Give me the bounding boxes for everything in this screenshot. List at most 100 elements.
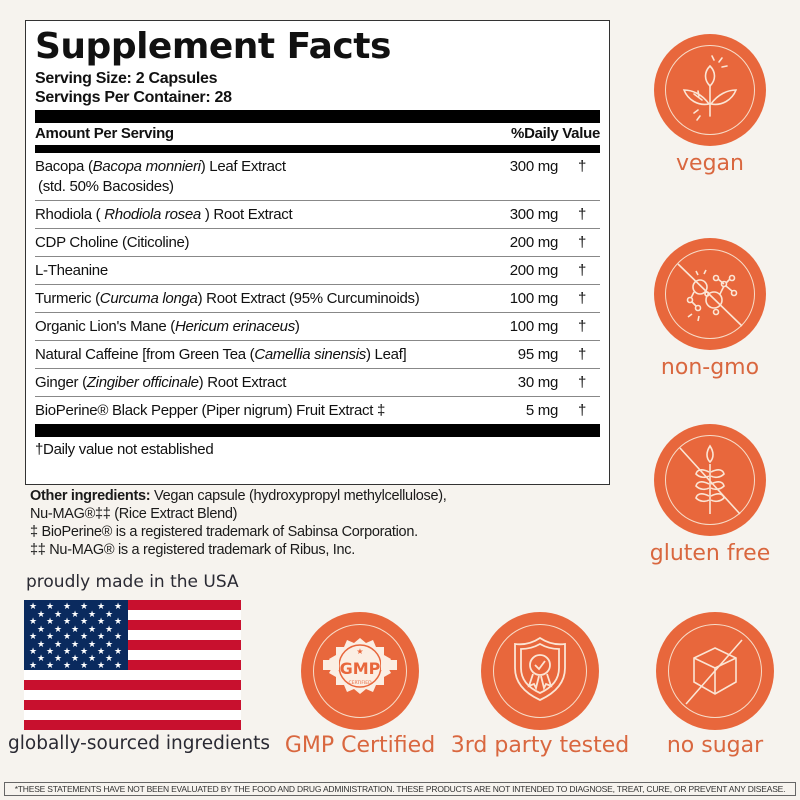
molecule-crossed-icon [677,263,743,327]
divider-medium [35,145,600,153]
wheat-crossed-icon [679,444,741,515]
svg-text:★: ★ [88,610,96,620]
svg-text:★: ★ [29,647,37,657]
svg-text:★: ★ [114,661,122,671]
svg-text:★: ★ [46,632,54,642]
svg-text:★: ★ [29,632,37,642]
svg-text:★: ★ [63,602,71,612]
no-sugar-label: no sugar [666,733,764,758]
other-ingredients-label: Other ingredients: [30,488,151,504]
other-ingredients: Other ingredients: Vegan capsule (hydrox… [30,487,600,559]
ingredient-dv: † [577,290,587,307]
svg-text:★: ★ [105,654,113,664]
svg-text:★: ★ [37,654,45,664]
svg-text:★: ★ [97,602,105,612]
svg-text:★: ★ [46,602,54,612]
ingredient-row: CDP Choline (Citicoline) 200 mg † [35,229,600,257]
svg-text:GMP: GMP [340,659,381,678]
svg-text:★: ★ [37,610,45,620]
ingredient-row: Turmeric (Curcuma longa) Root Extract (9… [35,285,600,313]
svg-text:★: ★ [105,640,113,650]
svg-text:★: ★ [88,640,96,650]
ingredient-row: Ginger (Zingiber officinale) Root Extrac… [35,369,600,397]
svg-text:★: ★ [29,661,37,671]
ingredient-name: Bacopa (Bacopa monnieri) Leaf Extract (s… [35,157,478,197]
svg-text:★: ★ [80,602,88,612]
ingredient-row: L-Theanine 200 mg † [35,257,600,285]
fda-disclaimer: *THESE STATEMENTS HAVE NOT BEEN EVALUATE… [4,782,796,796]
svg-text:★: ★ [97,647,105,657]
ingredient-row: BioPerine® Black Pepper (Piper nigrum) F… [35,397,600,424]
ingredient-amount: 200 mg [509,234,559,251]
ingredient-amount: 30 mg [517,374,559,391]
svg-text:★: ★ [97,632,105,642]
svg-text:★: ★ [80,617,88,627]
gmp-seal-icon: GMP CERTIFIED ★ [323,638,397,694]
svg-text:★: ★ [114,632,122,642]
badge-gmp-certified: GMP CERTIFIED ★ GMP Certified [280,612,440,760]
globally-sourced-text: globally-sourced ingredients [8,733,270,754]
svg-text:★: ★ [54,640,62,650]
svg-text:★: ★ [46,661,54,671]
ingredient-name: L-Theanine [35,262,108,279]
badge-vegan: vegan [646,34,774,178]
badge-gluten-free: gluten free [646,424,774,568]
ingredient-dv: † [577,206,587,223]
svg-text:★: ★ [37,625,45,635]
svg-text:★: ★ [37,640,45,650]
ingredient-name: CDP Choline (Citicoline) [35,234,190,251]
svg-text:★: ★ [88,625,96,635]
svg-text:★: ★ [29,617,37,627]
ingredient-row: Bacopa (Bacopa monnieri) Leaf Extract (s… [35,153,600,201]
svg-text:★: ★ [46,647,54,657]
svg-text:★: ★ [54,610,62,620]
daily-value-header: %Daily Value [511,125,600,142]
svg-text:★: ★ [356,647,363,656]
ingredient-name: BioPerine® Black Pepper (Piper nigrum) F… [35,402,385,419]
svg-text:★: ★ [63,617,71,627]
non-gmo-label: non-gmo [660,355,760,380]
ingredient-dv: † [577,262,587,279]
svg-text:★: ★ [54,625,62,635]
vegan-label: vegan [676,151,744,176]
sugar-cube-crossed-icon [685,639,743,705]
ingredient-dv: † [577,346,587,363]
svg-text:★: ★ [97,661,105,671]
badge-third-party-tested: 3rd party tested [440,612,640,760]
svg-text:★: ★ [105,610,113,620]
trademark-note: ‡ BioPerine® is a registered trademark o… [30,524,418,540]
serving-size: Serving Size: 2 Capsules [35,70,218,87]
ingredient-row: Rhodiola ( Rhodiola rosea ) Root Extract… [35,201,600,229]
svg-text:★: ★ [80,647,88,657]
svg-text:★: ★ [63,647,71,657]
svg-text:★: ★ [54,654,62,664]
ingredient-amount: 200 mg [509,262,559,279]
svg-text:★: ★ [63,661,71,671]
made-in-usa-text: proudly made in the USA [26,572,239,592]
svg-text:★: ★ [88,654,96,664]
daily-value-footnote: †Daily value not established [35,441,214,458]
servings-per-container: Servings Per Container: 28 [35,89,232,106]
ingredient-dv: † [577,234,587,251]
facts-header-row: Amount Per Serving %Daily Value [35,123,600,145]
ingredient-amount: 300 mg [509,158,559,175]
supplement-facts-panel: Supplement Facts Serving Size: 2 Capsule… [25,20,610,485]
svg-text:★: ★ [114,602,122,612]
svg-text:★: ★ [29,602,37,612]
svg-text:★: ★ [63,632,71,642]
divider-thick [35,110,600,123]
ingredient-dv: † [577,374,587,391]
svg-text:★: ★ [71,640,79,650]
gluten-free-label: gluten free [649,541,771,566]
ingredient-row: Organic Lion's Mane (Hericum erinaceus) … [35,313,600,341]
ingredient-name: Organic Lion's Mane (Hericum erinaceus) [35,318,300,335]
divider-thick-bottom [35,424,600,437]
us-flag-icon: ★ ★ ★ ★ ★ ★ ★ ★ ★ ★ ★ ★ ★ ★ ★ ★ ★ ★ ★ ★ ★ ★ ★ ★ ★ ★ ★ ★ ★ ★ ★ ★ ★ ★… [24,600,241,730]
ingredient-subtext: (std. 50% Bacosides) [38,178,174,195]
svg-text:★: ★ [71,610,79,620]
ingredient-name: Ginger (Zingiber officinale) Root Extrac… [35,374,287,391]
svg-text:★: ★ [71,654,79,664]
badge-non-gmo: non-gmo [646,238,774,382]
badge-no-sugar: no sugar [640,612,790,760]
ingredient-rows: Bacopa (Bacopa monnieri) Leaf Extract (s… [35,153,600,424]
